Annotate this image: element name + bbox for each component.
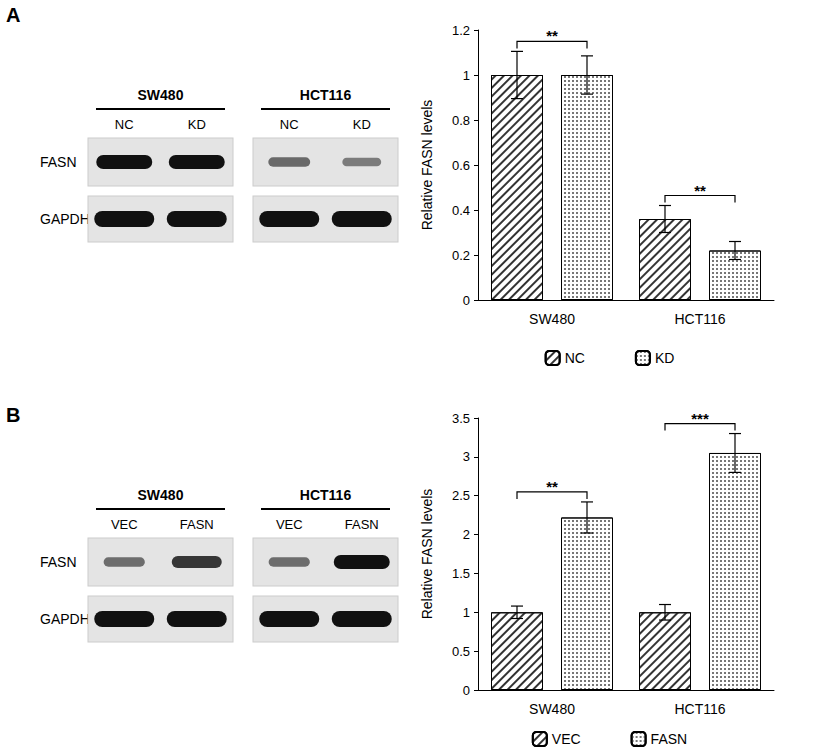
svg-text:HCT116: HCT116 <box>300 487 352 503</box>
svg-text:***: *** <box>691 410 709 427</box>
svg-text:KD: KD <box>188 117 206 132</box>
svg-text:HCT116: HCT116 <box>300 87 352 103</box>
svg-text:**: ** <box>694 182 706 199</box>
svg-text:GAPDH: GAPDH <box>40 611 90 627</box>
svg-text:1.2: 1.2 <box>452 23 470 38</box>
svg-text:FASN: FASN <box>40 554 77 570</box>
svg-text:0.2: 0.2 <box>452 248 470 263</box>
svg-text:1.5: 1.5 <box>452 566 470 581</box>
svg-text:KD: KD <box>353 117 371 132</box>
svg-text:1: 1 <box>463 68 470 83</box>
svg-text:NC: NC <box>115 117 134 132</box>
svg-text:FASN: FASN <box>345 517 379 532</box>
svg-text:GAPDH: GAPDH <box>40 211 90 227</box>
svg-text:SW480: SW480 <box>138 487 184 503</box>
svg-text:0.8: 0.8 <box>452 113 470 128</box>
svg-text:0: 0 <box>463 683 470 698</box>
svg-text:FASN: FASN <box>180 517 214 532</box>
svg-text:**: ** <box>546 478 558 495</box>
svg-text:A: A <box>6 4 20 26</box>
svg-text:0.6: 0.6 <box>452 158 470 173</box>
svg-text:SW480: SW480 <box>529 701 575 717</box>
svg-text:0.4: 0.4 <box>452 203 470 218</box>
svg-text:VEC: VEC <box>552 731 581 747</box>
svg-text:VEC: VEC <box>111 517 138 532</box>
svg-text:0: 0 <box>463 293 470 308</box>
svg-text:SW480: SW480 <box>529 311 575 327</box>
svg-text:NC: NC <box>565 350 585 366</box>
svg-text:HCT116: HCT116 <box>674 311 725 327</box>
svg-text:KD: KD <box>655 350 674 366</box>
svg-text:3.5: 3.5 <box>452 411 470 426</box>
svg-text:0.5: 0.5 <box>452 644 470 659</box>
svg-text:Relative FASN levels: Relative FASN levels <box>419 100 435 231</box>
svg-text:SW480: SW480 <box>138 87 184 103</box>
svg-text:3: 3 <box>463 449 470 464</box>
svg-text:Relative FASN levels: Relative FASN levels <box>419 489 435 620</box>
svg-text:FASN: FASN <box>651 731 688 747</box>
svg-text:FASN: FASN <box>40 154 77 170</box>
svg-text:**: ** <box>546 27 558 44</box>
svg-text:2: 2 <box>463 527 470 542</box>
svg-text:1: 1 <box>463 605 470 620</box>
svg-text:2.5: 2.5 <box>452 488 470 503</box>
svg-text:NC: NC <box>280 117 299 132</box>
svg-text:B: B <box>6 404 20 426</box>
svg-text:HCT116: HCT116 <box>674 701 725 717</box>
svg-text:VEC: VEC <box>276 517 303 532</box>
